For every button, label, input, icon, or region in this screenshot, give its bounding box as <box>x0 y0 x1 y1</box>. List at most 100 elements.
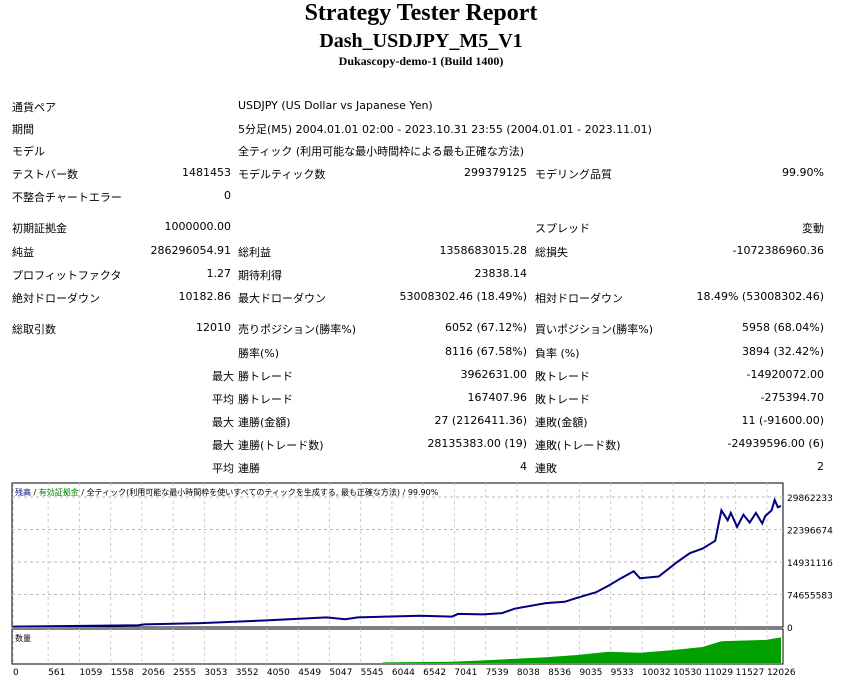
legend-sep: / <box>31 488 39 497</box>
x-tick-label: 4050 <box>267 668 290 678</box>
stats-row-profit: 純益 286296054.91 総利益 1358683015.28 総損失 -107238… <box>0 244 842 262</box>
balance-line <box>12 496 782 628</box>
x-tick-label: 9035 <box>579 668 602 678</box>
label: 初期証拠金 <box>12 222 67 235</box>
x-tick-label: 4549 <box>298 668 321 678</box>
value: 1481453 <box>182 166 231 179</box>
stats-row-consec-count: 最大 連勝(トレード数) 28135383.00 (19) 連敗(トレード数) -249… <box>0 437 842 455</box>
value: -275394.70 <box>760 391 824 404</box>
value: 5958 (68.04%) <box>741 321 824 334</box>
stats-row-winrate: 勝率(%) 8116 (67.58%) 負率 (%) 3894 (32.42%) <box>0 345 842 363</box>
value: 3894 (32.42%) <box>741 345 824 358</box>
stats-row-avg-consec: 平均 連勝 4 連敗 2 <box>0 460 842 478</box>
value: USDJPY (US Dollar vs Japanese Yen) <box>238 99 433 112</box>
y-tick-label: 22396674 <box>787 527 833 537</box>
label: 勝トレード <box>238 393 293 406</box>
value: 18.49% (53008302.46) <box>696 290 824 303</box>
y-tick-label: 0 <box>787 624 793 634</box>
value: 12010 <box>196 321 231 334</box>
stats-row-pf: プロフィットファクタ 1.27 期待利得 23838.14 <box>0 267 842 285</box>
value: 23838.14 <box>474 267 528 280</box>
label: 総利益 <box>238 246 271 259</box>
x-tick-label: 2555 <box>173 668 196 678</box>
value: 28135383.00 (19) <box>427 437 527 450</box>
value: 167407.96 <box>467 391 528 404</box>
legend-quality: 99.90% <box>408 488 439 497</box>
x-tick-label: 8536 <box>548 668 571 678</box>
y-tick-label: 29862233 <box>787 494 833 504</box>
y-tick-label: 74655583 <box>787 592 833 602</box>
expert-name: Dash_USDJPY_M5_V1 <box>319 30 523 52</box>
label: モデル <box>12 145 45 158</box>
prefix: 最大 <box>212 439 234 452</box>
label: 不整合チャートエラー <box>12 191 122 204</box>
info-row-model: モデル 全ティック (利用可能な最小時間枠による最も正確な方法) <box>0 143 842 161</box>
label: 期待利得 <box>238 269 282 282</box>
label: 連敗(金額) <box>535 416 588 429</box>
label: 連敗 <box>535 462 557 475</box>
stats-row-drawdown: 絶対ドローダウン 10182.86 最大ドローダウン 53008302.46 (18.… <box>0 290 842 308</box>
x-tick-label: 5047 <box>329 668 352 678</box>
server-name: Dukascopy-demo-1 (Build 1400) <box>338 54 504 68</box>
value: 286296054.91 <box>150 244 231 257</box>
x-tick-label: 6044 <box>392 668 415 678</box>
x-tick-label: 1059 <box>79 668 102 678</box>
value: 53008302.46 (18.49%) <box>399 290 527 303</box>
value: 8116 (67.58%) <box>444 345 527 358</box>
value: 11 (-91600.00) <box>741 414 824 427</box>
label: モデリング品質 <box>535 168 612 181</box>
value: 0 <box>224 189 231 202</box>
stats-row-deposit: 初期証拠金 1000000.00 スプレッド 変動 <box>0 220 842 238</box>
stats-row-largest: 最大 勝トレード 3962631.00 敗トレード -14920072.00 <box>0 368 842 386</box>
value: 4 <box>520 460 527 473</box>
stats-row-errors: 不整合チャートエラー 0 <box>0 189 842 207</box>
y-tick-label: 14931116 <box>787 559 833 569</box>
grid <box>12 483 783 664</box>
label: 勝率(%) <box>238 347 280 360</box>
x-tick-label: 11029 <box>704 668 733 678</box>
x-tick-label: 5545 <box>361 668 384 678</box>
x-tick-label: 3552 <box>236 668 259 678</box>
label: 総取引数 <box>12 323 56 336</box>
x-tick-label: 561 <box>48 668 65 678</box>
label: 絶対ドローダウン <box>12 292 100 305</box>
x-tick-label: 0 <box>13 668 19 678</box>
value: 299379125 <box>464 166 527 179</box>
label: 連勝(金額) <box>238 416 291 429</box>
x-tick-label: 10530 <box>673 668 702 678</box>
value: -14920072.00 <box>746 368 824 381</box>
label: 通貨ペア <box>12 101 56 114</box>
label: 最大ドローダウン <box>238 292 326 305</box>
x-tick-label: 11527 <box>736 668 765 678</box>
value: -1072386960.36 <box>732 244 824 257</box>
x-tick-label: 9533 <box>611 668 634 678</box>
label: テストバー数 <box>12 168 78 181</box>
x-tick-label: 2056 <box>142 668 165 678</box>
value: 5分足(M5) 2004.01.01 02:00 - 2023.10.31 23… <box>238 123 652 136</box>
balance-chart: 残高 / 有効証拠金 / 全ティック(利用可能な最小時間枠を使いすべてのティック… <box>11 482 833 678</box>
x-tick-label: 7041 <box>454 668 477 678</box>
stats-row-average: 平均 勝トレード 167407.96 敗トレード -275394.70 <box>0 391 842 409</box>
x-tick-label: 8038 <box>517 668 540 678</box>
label: 連勝(トレード数) <box>238 439 324 452</box>
value: 1000000.00 <box>164 220 231 233</box>
label: 相対ドローダウン <box>535 292 623 305</box>
label: プロフィットファクタ <box>12 269 122 282</box>
stats-row-trades: 総取引数 12010 売りポジション(勝率%) 6052 (67.12%) 買いポジショ… <box>0 321 842 339</box>
prefix: 最大 <box>212 370 234 383</box>
legend-sep: / <box>400 488 408 497</box>
label: 売りポジション(勝率%) <box>238 323 357 336</box>
label: 勝トレード <box>238 370 293 383</box>
value: 10182.86 <box>178 290 232 303</box>
x-tick-label: 10032 <box>642 668 671 678</box>
value: 27 (2126411.36) <box>434 414 527 427</box>
value: -24939596.00 (6) <box>727 437 824 450</box>
prefix: 最大 <box>212 416 234 429</box>
label: 敗トレード <box>535 370 590 383</box>
prefix: 平均 <box>212 393 234 406</box>
legend-sep: / <box>79 488 87 497</box>
value: 3962631.00 <box>460 368 527 381</box>
label: 総損失 <box>535 246 568 259</box>
chart-legend: 残高 / 有効証拠金 / 全ティック(利用可能な最小時間枠を使いすべてのティック… <box>15 487 439 497</box>
volume-label: 数量 <box>15 633 31 643</box>
